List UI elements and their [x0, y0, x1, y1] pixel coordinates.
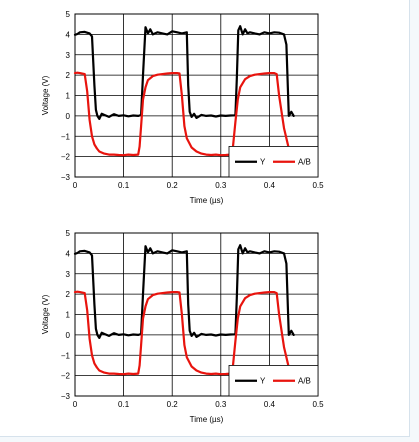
y-tick-label: 5 — [66, 10, 71, 19]
y-tick-label: 3 — [66, 51, 71, 60]
y-tick-label: 5 — [66, 229, 71, 238]
plot-frame — [74, 232, 319, 397]
series-line-y — [73, 244, 295, 339]
y-tick-label: 4 — [66, 249, 71, 258]
legend-label: Y — [260, 158, 266, 167]
y-tick-label: −3 — [61, 173, 71, 182]
chart-bottom: 0 0.1 0.2 0.3 0.4 0.5 −3 −2 −1 0 1 2 3 4 5 Time (µs) Vol… — [41, 229, 324, 424]
y-tick-label: 2 — [66, 71, 71, 80]
figure-panel: 0 0.1 0.2 0.3 0.4 0.5 −3 −2 −1 0 1 2 3 4 5 Time (µs) Vol… — [0, 0, 410, 437]
y-tick-label: 0 — [66, 331, 71, 340]
legend-label: Y — [260, 377, 266, 386]
y-axis-title: Voltage (V) — [41, 75, 50, 115]
series-line-ab — [73, 290, 290, 376]
series-line-ab — [73, 71, 290, 157]
x-tick-label: 0.1 — [118, 400, 130, 409]
x-tick-label: 0.5 — [312, 400, 324, 409]
x-tick-label: 0.4 — [264, 400, 276, 409]
x-axis-title: Time (µs) — [190, 415, 224, 424]
y-tick-label: −1 — [61, 351, 71, 360]
y-tick-label: −3 — [61, 392, 71, 401]
legend-label: A/B — [298, 158, 311, 167]
y-tick-label: 1 — [66, 92, 71, 101]
x-tick-label: 0.2 — [167, 400, 179, 409]
x-tick-label: 0.5 — [312, 181, 324, 190]
y-tick-label: 4 — [66, 30, 71, 39]
series-line-y — [73, 25, 295, 121]
y-tick-label: −2 — [61, 153, 71, 162]
legend-label: A/B — [298, 377, 311, 386]
x-axis-title: Time (µs) — [190, 196, 224, 205]
y-tick-label: 3 — [66, 270, 71, 279]
y-tick-label: 2 — [66, 290, 71, 299]
y-axis-title: Voltage (V) — [41, 294, 50, 334]
x-tick-label: 0.2 — [167, 181, 179, 190]
y-tick-label: 0 — [66, 112, 71, 121]
x-tick-label: 0.3 — [215, 400, 227, 409]
y-tick-label: 1 — [66, 311, 71, 320]
x-tick-label: 0.4 — [264, 181, 276, 190]
chart-top: 0 0.1 0.2 0.3 0.4 0.5 −3 −2 −1 0 1 2 3 4 5 Time (µs) Vol… — [41, 10, 324, 205]
x-tick-label: 0.3 — [215, 181, 227, 190]
y-tick-label: −1 — [61, 132, 71, 141]
plot-frame — [74, 13, 319, 178]
y-tick-label: −2 — [61, 372, 71, 381]
x-tick-label: 0.1 — [118, 181, 130, 190]
x-tick-label: 0 — [73, 400, 78, 409]
x-tick-label: 0 — [73, 181, 78, 190]
